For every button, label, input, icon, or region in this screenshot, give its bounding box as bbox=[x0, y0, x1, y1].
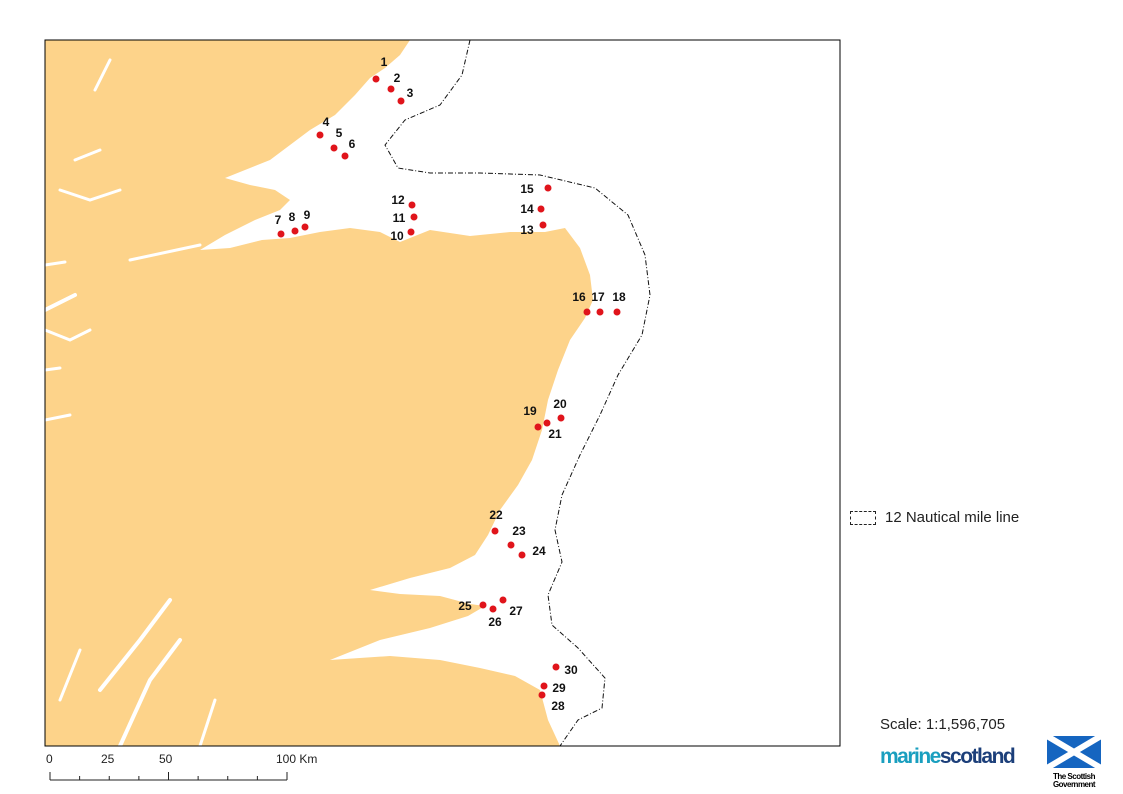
scale-bar-label: 100 Km bbox=[276, 752, 318, 766]
sample-point bbox=[596, 308, 604, 316]
sample-point bbox=[372, 75, 380, 83]
land-mass bbox=[45, 40, 593, 746]
scale-bar bbox=[49, 772, 288, 781]
scale-bar-label: 0 bbox=[46, 752, 53, 766]
sample-point bbox=[387, 85, 395, 93]
point-label: 1 bbox=[381, 55, 388, 69]
sample-point bbox=[479, 601, 487, 609]
point-label: 20 bbox=[553, 397, 567, 411]
point-label: 17 bbox=[591, 290, 605, 304]
point-label: 8 bbox=[289, 210, 296, 224]
sample-point bbox=[489, 605, 497, 613]
sample-point bbox=[539, 221, 547, 229]
point-label: 13 bbox=[520, 223, 534, 237]
sample-point bbox=[291, 227, 299, 235]
scale-bar-label: 25 bbox=[101, 752, 115, 766]
point-label: 7 bbox=[275, 213, 282, 227]
sample-point bbox=[301, 223, 309, 231]
map-frame bbox=[44, 39, 841, 747]
point-label: 11 bbox=[393, 211, 406, 225]
point-label: 26 bbox=[488, 615, 502, 629]
sample-point bbox=[518, 551, 526, 559]
sample-point bbox=[507, 541, 515, 549]
sample-point bbox=[552, 663, 560, 671]
sample-point bbox=[557, 414, 565, 422]
point-label: 15 bbox=[520, 182, 534, 196]
sample-point bbox=[277, 230, 285, 238]
point-label: 30 bbox=[564, 663, 578, 677]
sample-point bbox=[410, 213, 418, 221]
sample-point bbox=[583, 308, 591, 316]
sample-point bbox=[491, 527, 499, 535]
sample-point bbox=[537, 205, 545, 213]
sample-point bbox=[544, 184, 552, 192]
sample-point bbox=[499, 596, 507, 604]
point-label: 4 bbox=[323, 115, 330, 129]
point-label: 16 bbox=[572, 290, 586, 304]
point-label: 2 bbox=[394, 71, 401, 85]
scottish-government-logo: The Scottish Government bbox=[1045, 733, 1103, 789]
sample-point bbox=[534, 423, 542, 431]
point-label: 12 bbox=[391, 193, 405, 207]
point-label: 28 bbox=[551, 699, 565, 713]
point-label: 22 bbox=[489, 508, 503, 522]
dashed-box-icon bbox=[850, 510, 876, 525]
marine-scotland-logo: marinescotland bbox=[880, 745, 1016, 768]
point-label: 19 bbox=[523, 404, 537, 418]
lochs bbox=[45, 58, 217, 746]
scale-bar-label: 50 bbox=[159, 752, 173, 766]
sample-point bbox=[540, 682, 548, 690]
12-nautical-mile-line bbox=[384, 40, 651, 746]
sample-point bbox=[407, 228, 415, 236]
point-label: 6 bbox=[349, 137, 356, 151]
point-label: 5 bbox=[336, 126, 343, 140]
point-label: 3 bbox=[407, 86, 414, 100]
sample-point bbox=[316, 131, 324, 139]
saltire-icon bbox=[1045, 733, 1103, 771]
legend-label: 12 Nautical mile line bbox=[885, 509, 1020, 526]
point-label: 21 bbox=[548, 427, 562, 441]
sample-point bbox=[397, 97, 405, 105]
point-label: 27 bbox=[509, 604, 523, 618]
sample-point bbox=[613, 308, 621, 316]
point-label: 18 bbox=[612, 290, 626, 304]
point-label: 24 bbox=[532, 544, 546, 558]
point-label: 10 bbox=[390, 229, 404, 243]
sample-point bbox=[538, 691, 546, 699]
point-label: 23 bbox=[512, 524, 526, 538]
scale-text: Scale: 1:1,596,705 bbox=[880, 716, 1006, 733]
point-label: 14 bbox=[520, 202, 534, 216]
legend: 12 Nautical mile line bbox=[850, 509, 1019, 526]
point-label: 9 bbox=[304, 208, 311, 222]
sample-point bbox=[341, 152, 349, 160]
point-label: 25 bbox=[458, 599, 472, 613]
sample-point bbox=[543, 419, 551, 427]
sample-point bbox=[330, 144, 338, 152]
point-label: 29 bbox=[552, 681, 566, 695]
sample-point bbox=[408, 201, 416, 209]
